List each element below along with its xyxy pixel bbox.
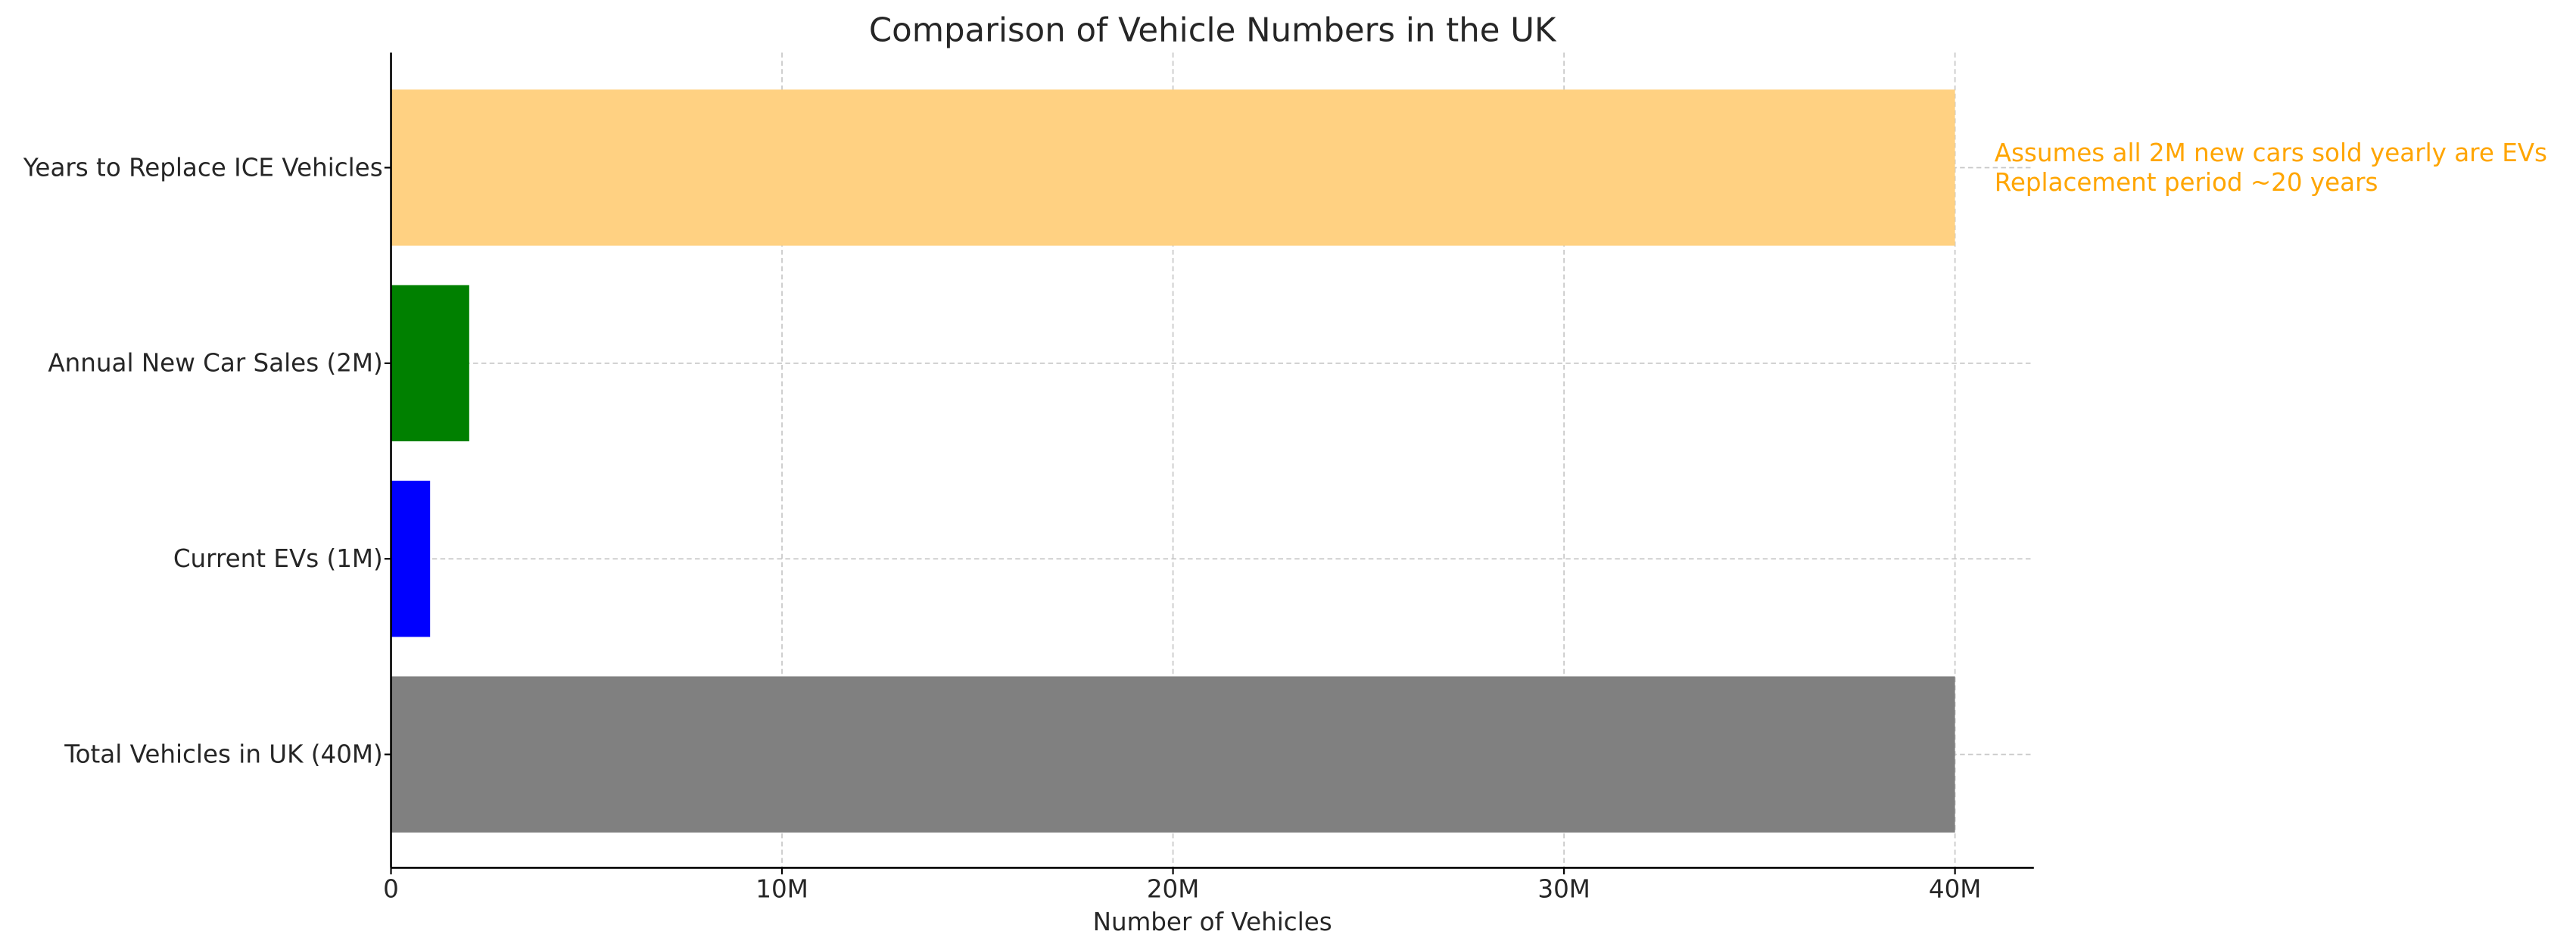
y-tick-label: Total Vehicles in UK (40M) xyxy=(64,740,382,768)
chart-title: Comparison of Vehicle Numbers in the UK xyxy=(869,11,1557,49)
x-tick-label: 30M xyxy=(1537,875,1590,904)
bar xyxy=(391,481,431,637)
annotation-line-1: Assumes all 2M new cars sold yearly are … xyxy=(1995,139,2547,167)
x-tick-label: 20M xyxy=(1147,875,1199,904)
y-ticks: Total Vehicles in UK (40M) Current EVs (1… xyxy=(23,153,391,768)
x-ticks: 0 10M 20M 30M 40M xyxy=(383,867,1981,904)
x-tick-label: 0 xyxy=(383,875,399,904)
bar xyxy=(391,89,1955,246)
x-tick-label: 10M xyxy=(755,875,808,904)
y-tick-label: Years to Replace ICE Vehicles xyxy=(23,153,383,182)
x-axis-label: Number of Vehicles xyxy=(1093,908,1332,936)
bars xyxy=(391,89,1955,833)
y-tick-label: Annual New Car Sales (2M) xyxy=(48,349,382,378)
x-tick-label: 40M xyxy=(1929,875,1981,904)
y-tick-label: Current EVs (1M) xyxy=(173,544,383,573)
annotation-line-2: Replacement period ~20 years xyxy=(1995,168,2378,197)
bar xyxy=(391,676,1955,833)
bar xyxy=(391,285,469,441)
